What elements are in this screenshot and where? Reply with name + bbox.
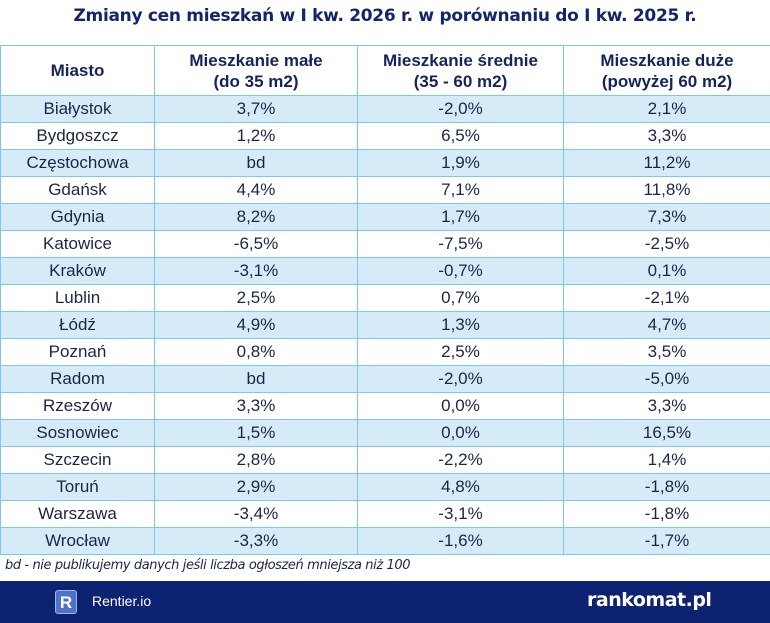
cell-small: 0,8%: [154, 338, 358, 366]
cell-city: Bydgoszcz: [0, 122, 155, 150]
cell-large: 11,2%: [563, 149, 770, 177]
cell-small: 2,5%: [154, 284, 358, 312]
cell-city: Łódź: [0, 311, 155, 339]
cell-city: Toruń: [0, 473, 155, 501]
table-row: Szczecin 2,8% -2,2% 1,4%: [0, 446, 770, 474]
table-row: Katowice -6,5% -7,5% -2,5%: [0, 230, 770, 258]
table-row: Lublin 2,5% 0,7% -2,1%: [0, 284, 770, 312]
header-large: Mieszkanie duże (powyżej 60 m2): [563, 45, 770, 96]
table-row: Częstochowa bd 1,9% 11,2%: [0, 149, 770, 177]
cell-small: -3,1%: [154, 257, 358, 285]
table-row: Gdynia 8,2% 1,7% 7,3%: [0, 203, 770, 231]
cell-large: 1,4%: [563, 446, 770, 474]
page-title: Zmiany cen mieszkań w I kw. 2026 r. w po…: [73, 6, 697, 26]
cell-large: 7,3%: [563, 203, 770, 231]
cell-medium: 1,7%: [357, 203, 564, 231]
table-row: Białystok 3,7% -2,0% 2,1%: [0, 95, 770, 123]
footnote: bd - nie publikujemy danych jeśli liczba…: [5, 558, 411, 573]
table-row: Rzeszów 3,3% 0,0% 3,3%: [0, 392, 770, 420]
cell-large: -1,8%: [563, 473, 770, 501]
cell-medium: -3,1%: [357, 500, 564, 528]
table-row: Gdańsk 4,4% 7,1% 11,8%: [0, 176, 770, 204]
cell-city: Gdynia: [0, 203, 155, 231]
cell-small: 4,4%: [154, 176, 358, 204]
cell-large: 3,3%: [563, 122, 770, 150]
table-row: Sosnowiec 1,5% 0,0% 16,5%: [0, 419, 770, 447]
cell-medium: 1,9%: [357, 149, 564, 177]
cell-large: 11,8%: [563, 176, 770, 204]
cell-medium: 0,7%: [357, 284, 564, 312]
cell-city: Częstochowa: [0, 149, 155, 177]
cell-city: Rzeszów: [0, 392, 155, 420]
cell-city: Radom: [0, 365, 155, 393]
table-row: Bydgoszcz 1,2% 6,5% 3,3%: [0, 122, 770, 150]
cell-medium: -2,0%: [357, 95, 564, 123]
cell-large: -1,8%: [563, 500, 770, 528]
cell-large: -2,5%: [563, 230, 770, 258]
cell-city: Poznań: [0, 338, 155, 366]
cell-city: Lublin: [0, 284, 155, 312]
cell-city: Katowice: [0, 230, 155, 258]
cell-large: -1,7%: [563, 527, 770, 555]
cell-city: Wrocław: [0, 527, 155, 555]
header-small: Mieszkanie małe (do 35 m2): [154, 45, 358, 96]
cell-small: 3,7%: [154, 95, 358, 123]
table-row: Kraków -3,1% -0,7% 0,1%: [0, 257, 770, 285]
cell-city: Kraków: [0, 257, 155, 285]
cell-large: -5,0%: [563, 365, 770, 393]
cell-large: 16,5%: [563, 419, 770, 447]
cell-small: -3,4%: [154, 500, 358, 528]
cell-medium: -7,5%: [357, 230, 564, 258]
cell-small: -3,3%: [154, 527, 358, 555]
cell-city: Szczecin: [0, 446, 155, 474]
table-row: Wrocław -3,3% -1,6% -1,7%: [0, 527, 770, 555]
cell-medium: 4,8%: [357, 473, 564, 501]
cell-small: bd: [154, 149, 358, 177]
cell-medium: -2,0%: [357, 365, 564, 393]
cell-small: 8,2%: [154, 203, 358, 231]
footer-bar: R Rentier.io rankomat.pl: [0, 581, 770, 623]
table-row: Warszawa -3,4% -3,1% -1,8%: [0, 500, 770, 528]
cell-small: 1,2%: [154, 122, 358, 150]
cell-small: 2,9%: [154, 473, 358, 501]
cell-medium: 0,0%: [357, 419, 564, 447]
rankomat-logo: rankomat.pl: [587, 589, 712, 611]
cell-small: 3,3%: [154, 392, 358, 420]
table-row: Łódź 4,9% 1,3% 4,7%: [0, 311, 770, 339]
cell-medium: 6,5%: [357, 122, 564, 150]
cell-small: 2,8%: [154, 446, 358, 474]
cell-small: 1,5%: [154, 419, 358, 447]
rentier-brand: Rentier.io: [92, 593, 152, 609]
cell-medium: 7,1%: [357, 176, 564, 204]
table-row: Toruń 2,9% 4,8% -1,8%: [0, 473, 770, 501]
cell-small: 4,9%: [154, 311, 358, 339]
table-row: Radom bd -2,0% -5,0%: [0, 365, 770, 393]
cell-large: 3,3%: [563, 392, 770, 420]
cell-city: Gdańsk: [0, 176, 155, 204]
cell-medium: 0,0%: [357, 392, 564, 420]
cell-large: 0,1%: [563, 257, 770, 285]
cell-medium: -2,2%: [357, 446, 564, 474]
rentier-logo-icon: R: [55, 590, 77, 614]
header-medium: Mieszkanie średnie (35 - 60 m2): [357, 45, 564, 96]
cell-large: -2,1%: [563, 284, 770, 312]
price-change-table: Miasto Mieszkanie małe (do 35 m2) Mieszkan…: [0, 45, 770, 555]
cell-small: bd: [154, 365, 358, 393]
header-city: Miasto: [0, 45, 155, 96]
cell-city: Białystok: [0, 95, 155, 123]
cell-large: 3,5%: [563, 338, 770, 366]
cell-medium: -1,6%: [357, 527, 564, 555]
table-header-row: Miasto Mieszkanie małe (do 35 m2) Mieszkan…: [0, 45, 770, 96]
cell-medium: 2,5%: [357, 338, 564, 366]
table-row: Poznań 0,8% 2,5% 3,5%: [0, 338, 770, 366]
cell-large: 4,7%: [563, 311, 770, 339]
cell-city: Sosnowiec: [0, 419, 155, 447]
cell-medium: -0,7%: [357, 257, 564, 285]
cell-small: -6,5%: [154, 230, 358, 258]
cell-city: Warszawa: [0, 500, 155, 528]
cell-large: 2,1%: [563, 95, 770, 123]
cell-medium: 1,3%: [357, 311, 564, 339]
